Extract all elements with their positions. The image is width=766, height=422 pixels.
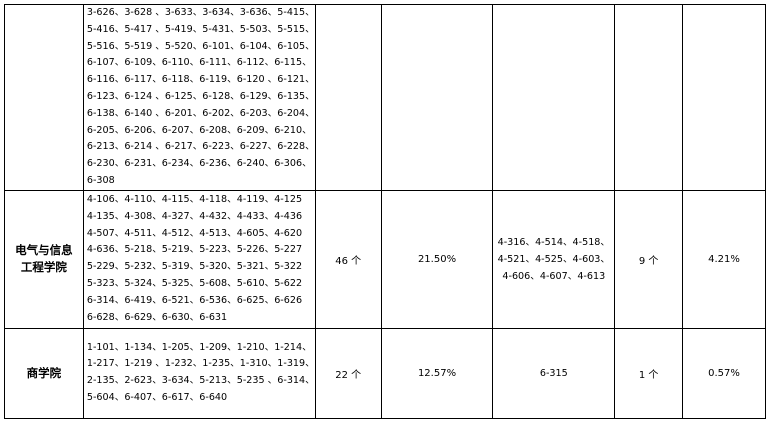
rooms-cell-line: 6-628、6-629、6-630、6-631 <box>86 311 228 323</box>
rooms2-cell-line: 6-315 <box>539 367 568 379</box>
percent-cell <box>380 4 494 191</box>
rooms-cell-line: 6-314、6-419、6-521、6-536、6-625、6-626 <box>86 294 303 306</box>
rooms2-cell <box>492 4 616 191</box>
college-cell-line: 工程学院 <box>20 260 67 275</box>
count2-cell <box>614 4 684 191</box>
count2-cell: 1 个 <box>614 327 684 419</box>
rooms-cell-line: 3-626、3-628 、3-633、3-634、3-636、5-415、 <box>86 7 315 18</box>
percent2-cell: 0.57% <box>682 327 766 419</box>
rooms-cell-line: 1-101、1-134、1-205、1-209、1-210、1-214、 <box>86 341 312 353</box>
percent-cell: 12.57% <box>380 327 494 419</box>
percent2-cell <box>682 4 766 191</box>
table-row: 商学院 1-101、1-134、1-205、1-209、1-210、1-214、 1… <box>4 327 766 419</box>
college-cell: 商学院 <box>4 327 84 419</box>
rooms-cell: 1-101、1-134、1-205、1-209、1-210、1-214、 1-21… <box>82 327 316 419</box>
table-row: 电气与信息 工程学院 4-106、4-110、4-115、4-118、4-119、4… <box>4 189 766 329</box>
rooms2-cell-line: 4-521、4-525、4-603、 <box>497 253 611 265</box>
rooms-cell: 4-106、4-110、4-115、4-118、4-119、4-125 4-135… <box>82 189 316 329</box>
rooms-cell-line: 6-138、6-140 、6-201、6-202、6-203、6-204、 <box>86 107 315 119</box>
rooms-cell-line: 5-416、5-417 、5-419、5-431、5-503、5-515、 <box>86 23 315 35</box>
college-cell-line: 商学院 <box>26 365 62 380</box>
rooms2-cell-line: 4-606、4-607、4-613 <box>502 270 606 282</box>
percent-cell: 21.50% <box>380 189 494 329</box>
percent2-cell: 4.21% <box>682 189 766 329</box>
rooms-cell-line: 6-308 <box>86 174 115 186</box>
rooms-cell-line: 6-230、6-231、6-234、6-236、6-240、6-306、 <box>86 158 312 170</box>
rooms-cell-line: 6-123、6-124 、6-125、6-128、6-129、6-135、 <box>86 90 315 102</box>
rooms2-cell: 4-316、4-514、4-518、 4-521、4-525、4-603、 4-60… <box>492 189 616 329</box>
rooms-cell-line: 1-217、1-219 、1-232、1-235、1-310、1-319、 <box>86 358 315 370</box>
rooms-cell-line: 5-516、5-519 、5-520、6-101、6-104、6-105、 <box>86 40 315 52</box>
rooms-cell-line: 5-229、5-232、5-319、5-320、5-321、5-322 <box>86 261 303 273</box>
college-cell: 电气与信息 工程学院 <box>4 189 84 329</box>
rooms-cell: 3-626、3-628 、3-633、3-634、3-636、5-415、 5-4… <box>82 4 316 191</box>
rooms-cell-line: 4-135、4-308、4-327、4-432、4-433、4-436 <box>86 210 303 222</box>
rooms2-cell-line: 4-316、4-514、4-518、 <box>497 236 611 248</box>
college-cell <box>4 4 84 191</box>
rooms-cell-line: 6-205、6-206、6-207、6-208、6-209、6-210、 <box>86 124 312 136</box>
rooms-cell-line: 4-507、4-511、4-512、4-513、4-605、4-620 <box>86 227 303 239</box>
rooms-cell-line: 5-604、6-407、6-617、6-640 <box>86 392 228 404</box>
count-cell: 46 个 <box>314 189 382 329</box>
rooms-cell-line: 6-107、6-109、6-110、6-111、6-112、6-115、 <box>86 57 312 69</box>
rooms-cell-line: 2-135、2-623、3-634、5-213、5-235 、6-314、 <box>86 375 315 387</box>
rooms-cell-line: 5-323、5-324、5-325、5-608、5-610、5-622 <box>86 278 303 290</box>
count2-cell: 9 个 <box>614 189 684 329</box>
college-cell-line: 电气与信息 <box>15 243 73 258</box>
rooms-cell-line: 4-106、4-110、4-115、4-118、4-119、4-125 <box>86 194 303 206</box>
rooms-cell-line: 6-116、6-117、6-118、6-119、6-120 、6-121、 <box>86 74 315 86</box>
rooms-cell-line: 4-636、5-218、5-219、5-223、5-226、5-227 <box>86 244 303 256</box>
table-row: 3-626、3-628 、3-633、3-634、3-636、5-415、 5-4… <box>4 4 766 191</box>
room-table: 3-626、3-628 、3-633、3-634、3-636、5-415、 5-4… <box>4 4 766 419</box>
rooms2-cell: 6-315 <box>492 327 616 419</box>
count-cell: 22 个 <box>314 327 382 419</box>
count-cell <box>314 4 382 191</box>
rooms-cell-line: 6-213、6-214 、6-217、6-223、6-227、6-228、 <box>86 141 315 153</box>
